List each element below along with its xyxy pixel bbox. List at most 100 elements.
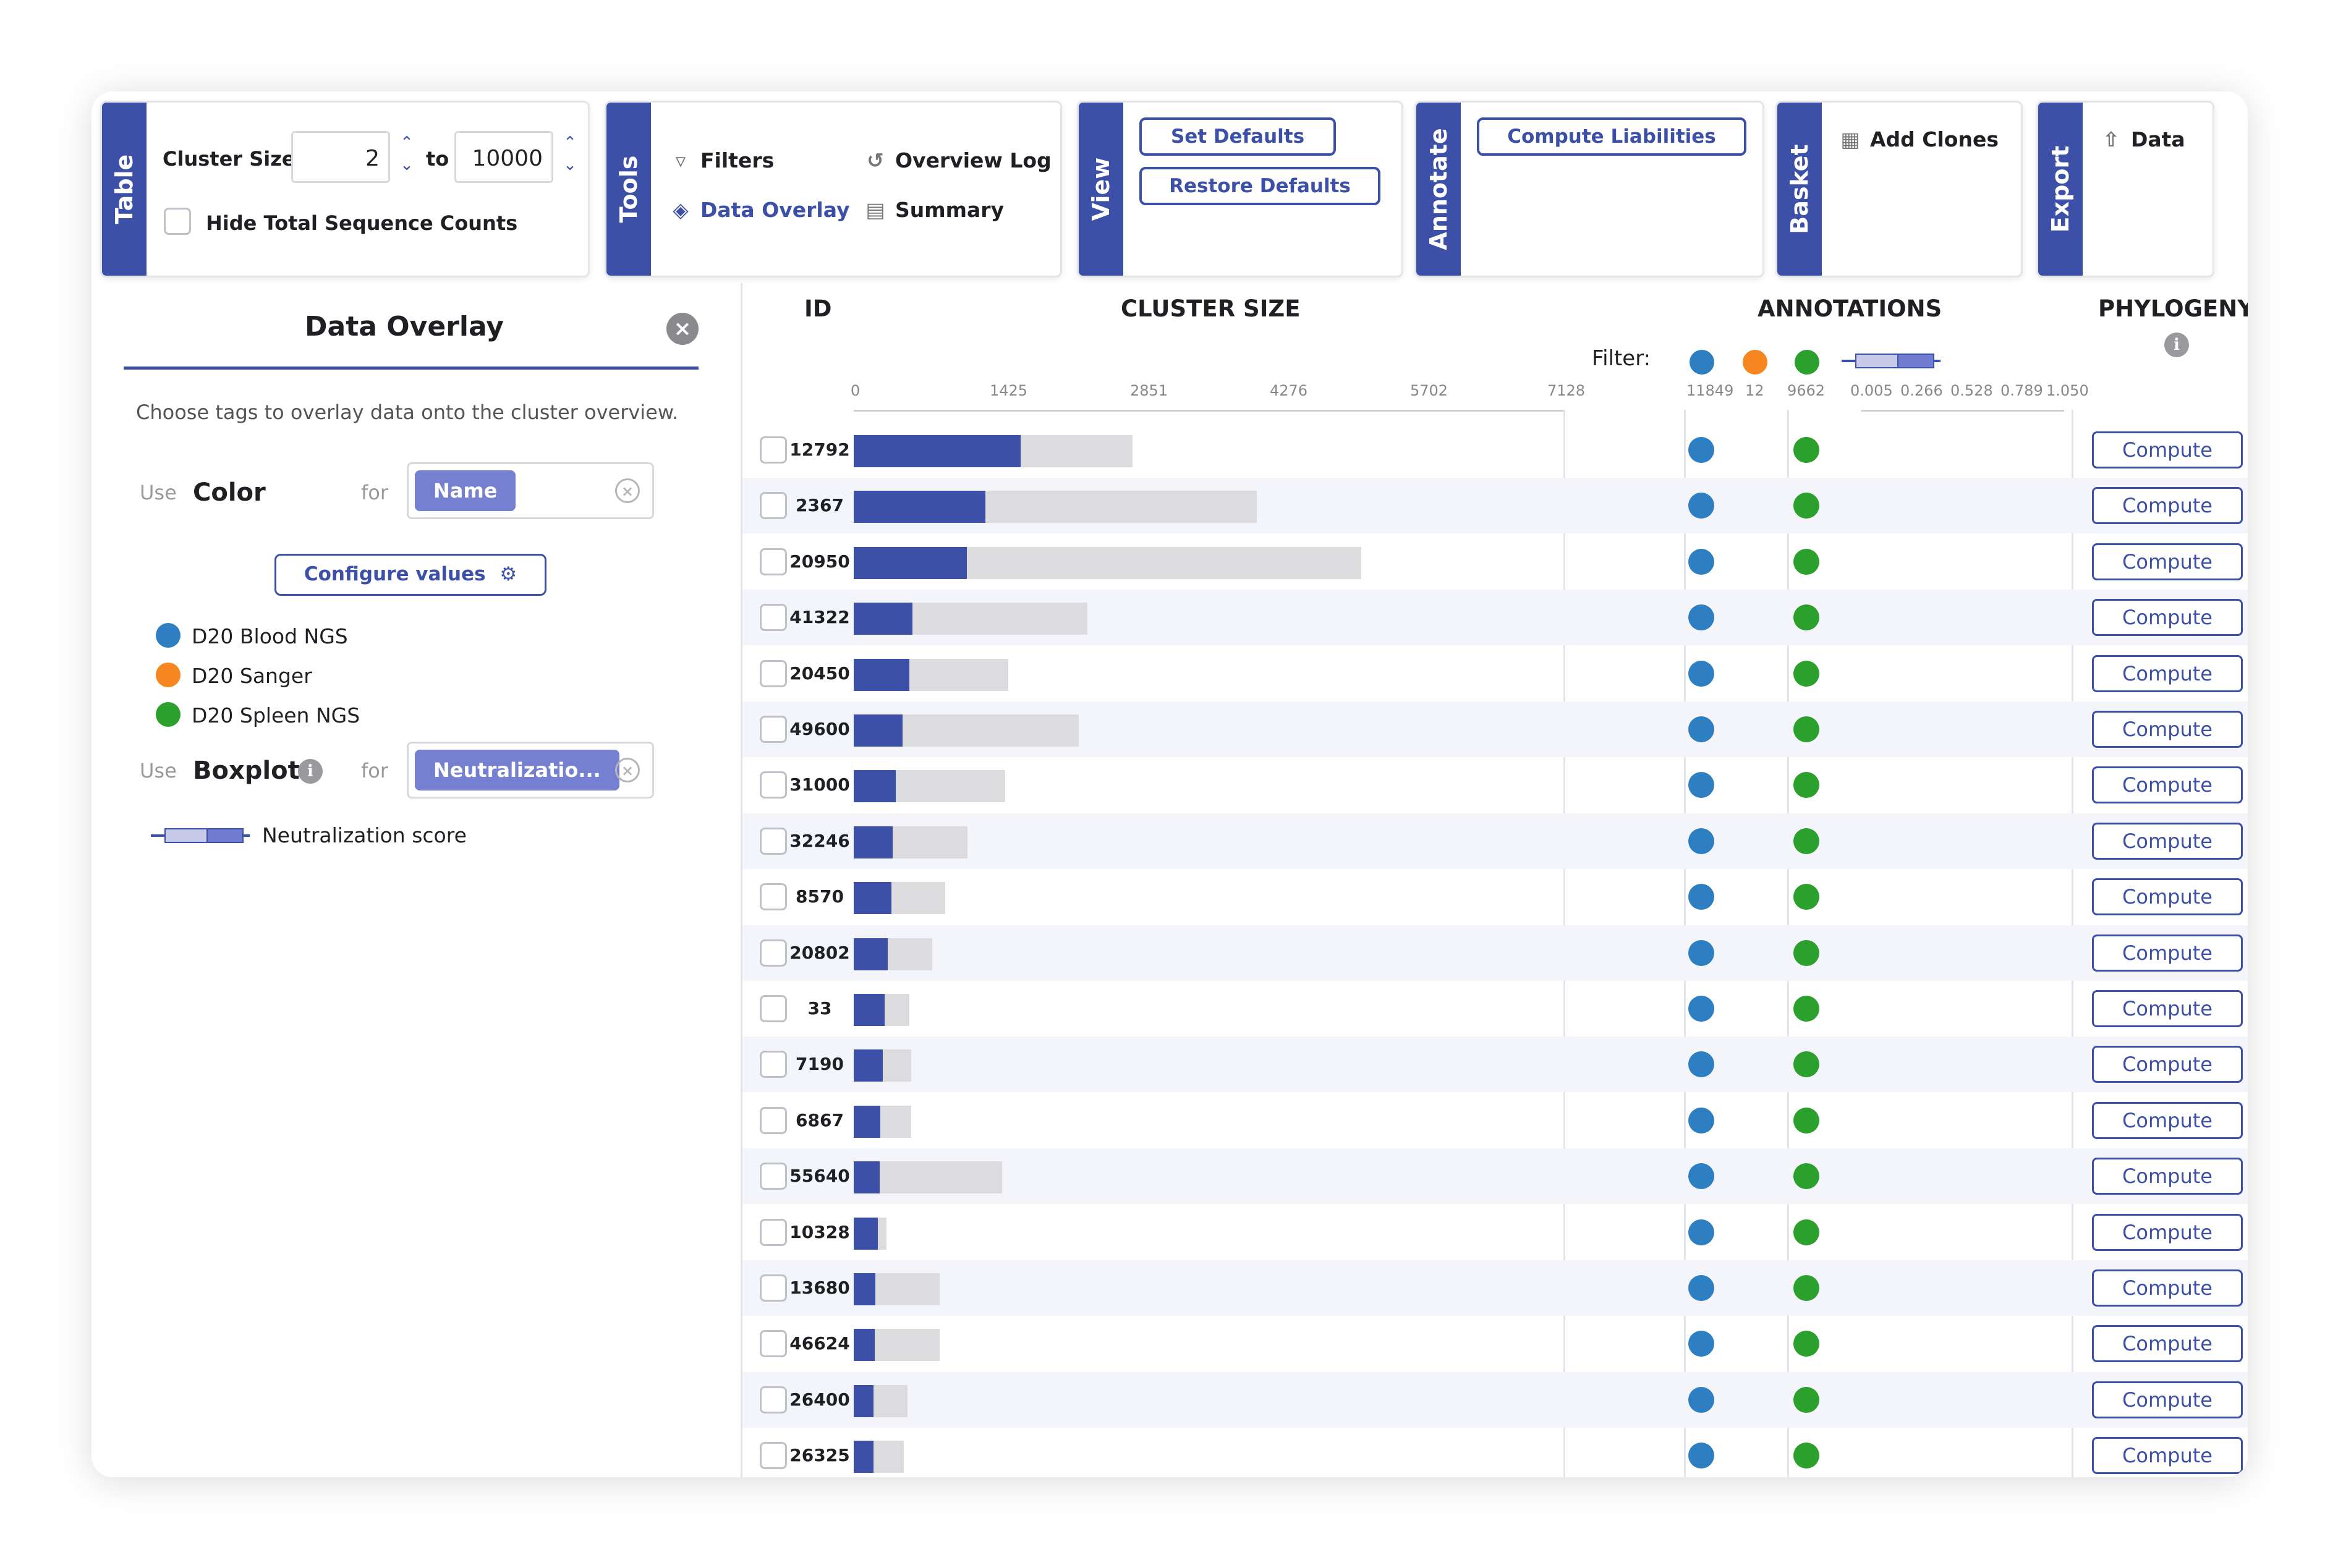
cluster-size-bar[interactable] [854, 1217, 878, 1250]
cluster-size-bar[interactable] [854, 826, 893, 858]
row-id: 26400 [789, 1389, 850, 1410]
filter-dot-spleen[interactable] [1795, 350, 1819, 375]
phylogeny-info-icon[interactable]: i [2164, 333, 2189, 357]
compute-button[interactable]: Compute [2092, 487, 2243, 525]
close-icon[interactable]: × [666, 313, 699, 345]
cluster-size-bar[interactable] [854, 770, 896, 803]
cluster-size-bar[interactable] [854, 1105, 881, 1138]
row-checkbox[interactable] [760, 1274, 787, 1302]
cluster-size-bar[interactable] [854, 491, 985, 523]
cluster-size-bar[interactable] [854, 658, 910, 691]
annotation-dot-blood [1688, 1051, 1714, 1078]
set-defaults-button[interactable]: Set Defaults [1139, 117, 1336, 156]
compute-button[interactable]: Compute [2092, 543, 2243, 580]
row-checkbox[interactable] [760, 1386, 787, 1413]
compute-button[interactable]: Compute [2092, 1437, 2243, 1475]
row-checkbox[interactable] [760, 995, 787, 1022]
compute-button[interactable]: Compute [2092, 1046, 2243, 1083]
layers-icon: ◈ [673, 198, 689, 222]
compute-button[interactable]: Compute [2092, 934, 2243, 972]
row-checkbox[interactable] [760, 939, 787, 967]
configure-values-button[interactable]: Configure values ⚙ [274, 554, 546, 596]
overview-log-button[interactable]: ↺ Overview Log [863, 148, 1052, 172]
cluster-size-max-input[interactable]: 10000 [454, 131, 553, 183]
filters-button[interactable]: ▿ Filters [668, 148, 775, 172]
export-data-button[interactable]: ⇧ Data [2099, 127, 2185, 151]
cluster-size-bar[interactable] [854, 1384, 874, 1417]
clear-icon[interactable]: × [615, 758, 640, 782]
annotation-dot-spleen [1793, 604, 1819, 631]
compute-button[interactable]: Compute [2092, 878, 2243, 916]
cluster-size-bar[interactable] [854, 938, 888, 970]
cluster-size-bar[interactable] [854, 603, 913, 635]
add-clones-button[interactable]: ▦ Add Clones [1838, 127, 1999, 151]
row-checkbox[interactable] [760, 1218, 787, 1246]
cluster-size-bar[interactable] [854, 1161, 880, 1194]
filter-dot-sanger[interactable] [1743, 350, 1767, 375]
row-checkbox[interactable] [760, 604, 787, 632]
compute-button[interactable]: Compute [2092, 599, 2243, 637]
data-overlay-button[interactable]: ◈ Data Overlay [668, 198, 849, 222]
row-checkbox[interactable] [760, 1330, 787, 1358]
compute-button[interactable]: Compute [2092, 1101, 2243, 1139]
compute-button[interactable]: Compute [2092, 1213, 2243, 1251]
compute-button[interactable]: Compute [2092, 711, 2243, 748]
annotation-count: 11849 [1686, 382, 1734, 399]
compute-button[interactable]: Compute [2092, 655, 2243, 692]
row-checkbox[interactable] [760, 1163, 787, 1190]
size-tick: 0 [851, 382, 861, 399]
cluster-size-bar[interactable] [854, 435, 1021, 467]
row-checkbox[interactable] [760, 1442, 787, 1470]
summary-button[interactable]: ▤ Summary [863, 198, 1004, 222]
annotation-dot-blood [1688, 1443, 1714, 1469]
cluster-size-bar[interactable] [854, 882, 892, 915]
cluster-size-min-input[interactable]: 2 [291, 131, 390, 183]
row-checkbox[interactable] [760, 716, 787, 743]
compute-liabilities-button[interactable]: Compute Liabilities [1477, 117, 1746, 156]
row-checkbox[interactable] [760, 1106, 787, 1134]
compute-button[interactable]: Compute [2092, 1381, 2243, 1418]
compute-button[interactable]: Compute [2092, 766, 2243, 804]
annotation-dot-blood [1688, 1163, 1714, 1190]
row-checkbox[interactable] [760, 492, 787, 520]
cluster-size-bar[interactable] [854, 1441, 874, 1473]
compute-button[interactable]: Compute [2092, 431, 2243, 468]
row-checkbox[interactable] [760, 883, 787, 911]
max-increment-icon[interactable]: ⌃ [563, 133, 577, 152]
funnel-icon: ▿ [675, 148, 686, 172]
cluster-size-bar[interactable] [854, 1273, 876, 1305]
compute-button[interactable]: Compute [2092, 822, 2243, 860]
color-tag-select[interactable]: Name × [407, 462, 654, 519]
cluster-size-bar[interactable] [854, 1049, 883, 1082]
cluster-size-bar[interactable] [854, 714, 903, 747]
row-checkbox[interactable] [760, 659, 787, 687]
compute-button[interactable]: Compute [2092, 1325, 2243, 1363]
max-decrement-icon[interactable]: ⌄ [563, 156, 577, 174]
clear-icon[interactable]: × [615, 478, 640, 503]
info-icon[interactable]: i [298, 759, 323, 784]
annotation-dot-spleen [1793, 772, 1819, 799]
row-checkbox[interactable] [760, 436, 787, 464]
min-increment-icon[interactable]: ⌃ [400, 133, 414, 152]
basket-icon: ▦ [1840, 127, 1860, 151]
row-checkbox[interactable] [760, 1051, 787, 1079]
cluster-size-bar[interactable] [854, 994, 885, 1026]
hide-counts-checkbox[interactable] [164, 208, 191, 235]
row-checkbox[interactable] [760, 771, 787, 799]
table-row: 20802 Compute [742, 925, 2248, 981]
boxplot-tag-select[interactable]: Neutralizatio... × [407, 742, 654, 799]
filter-boxplot-icon[interactable] [1842, 354, 1941, 368]
cluster-size-bar[interactable] [854, 546, 967, 579]
cluster-size-bar[interactable] [854, 1329, 875, 1362]
filter-dot-blood[interactable] [1690, 350, 1714, 375]
legend-label: D20 Spleen NGS [192, 703, 360, 727]
compute-button[interactable]: Compute [2092, 1158, 2243, 1195]
annotation-dot-blood [1688, 604, 1714, 631]
row-checkbox[interactable] [760, 548, 787, 575]
compute-button[interactable]: Compute [2092, 1269, 2243, 1307]
min-decrement-icon[interactable]: ⌄ [400, 156, 414, 174]
annotation-count: 9662 [1787, 382, 1826, 399]
compute-button[interactable]: Compute [2092, 990, 2243, 1027]
restore-defaults-button[interactable]: Restore Defaults [1139, 167, 1380, 205]
row-checkbox[interactable] [760, 827, 787, 855]
